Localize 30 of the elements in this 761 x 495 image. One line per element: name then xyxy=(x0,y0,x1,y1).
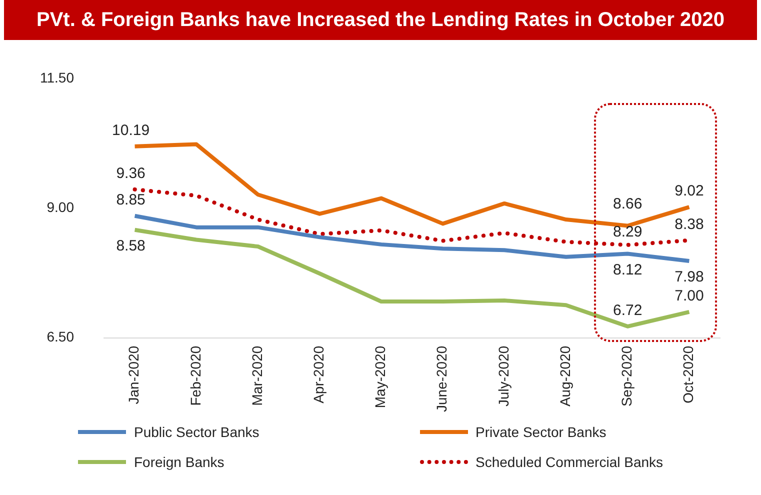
data-label: 6.72 xyxy=(613,302,642,320)
x-tick-label: May-2020 xyxy=(372,346,388,408)
x-tick-label: Oct-2020 xyxy=(680,346,696,404)
x-tick-label: Jan-2020 xyxy=(126,346,142,404)
y-tick-label: 11.50 xyxy=(40,69,74,86)
data-label: 9.02 xyxy=(674,182,704,200)
data-label: 10.19 xyxy=(112,122,150,140)
data-label: 8.38 xyxy=(674,216,704,233)
chart-title: PVt. & Foreign Banks have Increased the Lending Rates in October 2020 xyxy=(4,0,757,40)
x-tick-label: Feb-2020 xyxy=(187,346,204,406)
data-label: 7.98 xyxy=(674,268,704,286)
data-label: 8.85 xyxy=(116,192,146,209)
legend-label: Scheduled Commercial Banks xyxy=(476,454,664,470)
x-tick-label: Apr-2020 xyxy=(310,346,326,404)
data-label: 8.66 xyxy=(613,195,642,212)
y-tick-label: 9.00 xyxy=(46,198,74,215)
data-label: 8.29 xyxy=(613,224,642,241)
x-tick-label: Sep-2020 xyxy=(618,346,634,407)
data-label: 9.36 xyxy=(116,165,146,182)
x-tick-label: July-2020 xyxy=(495,346,512,407)
y-tick-label: 6.50 xyxy=(46,328,74,345)
data-label: 8.58 xyxy=(116,238,146,255)
legend-label: Public Sector Banks xyxy=(134,424,260,440)
data-label: 7.00 xyxy=(674,288,704,305)
x-tick-label: June-2020 xyxy=(434,346,450,412)
legend-label: Private Sector Banks xyxy=(476,424,606,440)
x-tick-label: Aug-2020 xyxy=(556,346,573,407)
data-label: 8.12 xyxy=(613,261,642,278)
legend-label: Foreign Banks xyxy=(134,454,224,470)
x-tick-label: Mar-2020 xyxy=(248,346,265,406)
